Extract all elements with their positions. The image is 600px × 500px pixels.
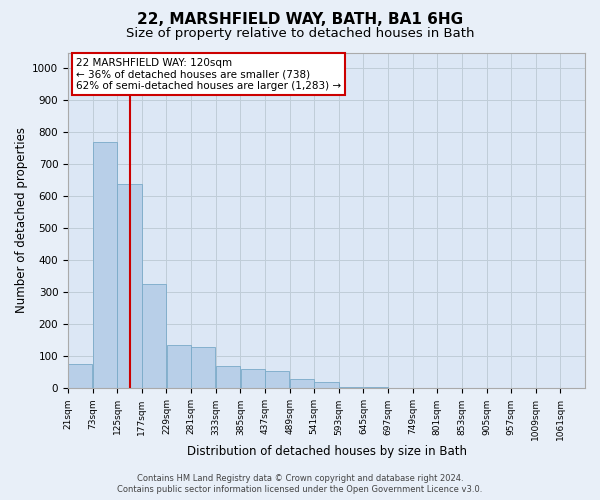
Bar	[265, 371, 289, 388]
Bar	[216, 366, 240, 388]
Bar	[191, 347, 215, 389]
Bar	[142, 284, 166, 389]
X-axis label: Distribution of detached houses by size in Bath: Distribution of detached houses by size …	[187, 444, 467, 458]
Text: 22 MARSHFIELD WAY: 120sqm
← 36% of detached houses are smaller (738)
62% of semi: 22 MARSHFIELD WAY: 120sqm ← 36% of detac…	[76, 58, 341, 90]
Bar	[314, 382, 338, 388]
Bar	[68, 364, 92, 388]
Bar	[93, 142, 117, 388]
Text: Contains HM Land Registry data © Crown copyright and database right 2024.
Contai: Contains HM Land Registry data © Crown c…	[118, 474, 482, 494]
Bar	[167, 346, 191, 389]
Bar	[339, 387, 363, 388]
Y-axis label: Number of detached properties: Number of detached properties	[15, 128, 28, 314]
Bar	[290, 379, 314, 388]
Bar	[364, 387, 388, 388]
Bar	[118, 184, 142, 388]
Bar	[241, 370, 265, 388]
Text: Size of property relative to detached houses in Bath: Size of property relative to detached ho…	[126, 28, 474, 40]
Text: 22, MARSHFIELD WAY, BATH, BA1 6HG: 22, MARSHFIELD WAY, BATH, BA1 6HG	[137, 12, 463, 28]
